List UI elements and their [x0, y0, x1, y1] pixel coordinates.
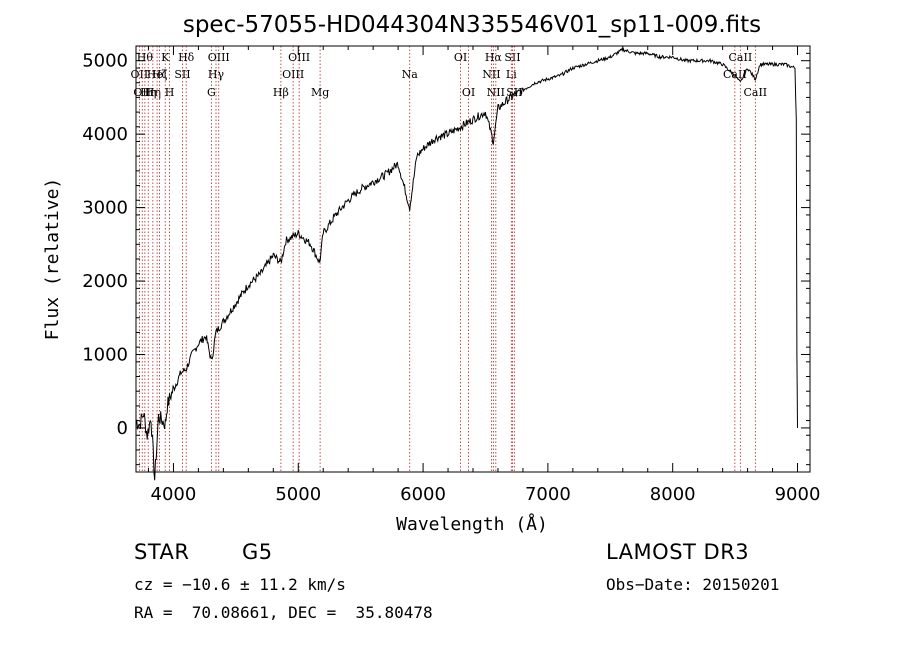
spectral-line-label-29: CaII [743, 86, 767, 99]
spectral-line-label-23: NII [487, 86, 505, 99]
spectral-line-label-12: Hγ [208, 68, 225, 81]
spectral-line-label-25: SII [504, 51, 520, 64]
spectral-line-label-9: SII [174, 68, 190, 81]
spectral-line-label-7: K [161, 51, 170, 64]
spectral-line-label-11: G [207, 86, 216, 99]
spectral-line-label-1: OII [133, 86, 151, 99]
spectral-line-label-0: OII [131, 68, 149, 81]
y-tick-label-3: 3000 [82, 198, 128, 219]
spectral-line-label-5: HeI [147, 68, 167, 81]
y-tick-label-1: 1000 [82, 344, 128, 365]
axis-ticks: 4000 5000 6000 7000 8000 9000 0 1000 2000 3000 400… [82, 46, 820, 505]
spectral-line-label-14: Hβ [273, 86, 289, 99]
spectral-line-label-24: Li [506, 68, 517, 81]
object-class: STAR [134, 540, 190, 564]
x-tick-label-3: 7000 [525, 484, 571, 505]
x-axis-label: Wavelength (Å) [396, 513, 548, 535]
y-tick-label-2: 2000 [82, 271, 128, 292]
spectral-line-label-13: OIII [208, 51, 230, 64]
spectral-line-label-18: Na [402, 68, 419, 81]
y-axis-label: Flux (relative) [42, 178, 63, 341]
x-tick-label-0: 4000 [151, 484, 197, 505]
spectral-subclass: G5 [242, 540, 273, 564]
y-tick-label-5: 5000 [82, 51, 128, 72]
spectral-line-label-28: CaII [729, 51, 753, 64]
y-tick-label-0: 0 [117, 418, 128, 439]
chart-title: spec-57055-HD044304N335546V01_sp11-009.f… [183, 12, 761, 38]
spectral-line-label-16: OIII [288, 51, 310, 64]
x-tick-label-4: 8000 [650, 484, 696, 505]
spectral-line-label-22: Hα [485, 51, 503, 64]
spectral-line-markers: OIIOIIHθHηHηHeIHζKHSIIHδGHγOIIIHβOIIIOII… [131, 46, 767, 472]
survey-name: LAMOST DR3 [606, 540, 750, 564]
spectral-line-label-15: OIII [282, 68, 304, 81]
spectral-line-label-20: OI [462, 86, 475, 99]
spectral-line-label-19: OI [454, 51, 467, 64]
x-tick-label-1: 5000 [275, 484, 321, 505]
spectral-line-label-8: H [165, 86, 175, 99]
spectral-line-label-10: Hδ [178, 51, 195, 64]
spectral-line-label-17: Mg [311, 86, 329, 99]
plot-frame [135, 45, 811, 473]
spectral-line-label-4: Hη [145, 86, 161, 99]
spectral-line-label-6: Hζ [152, 68, 168, 81]
spectrum-chart: spec-57055-HD044304N335546V01_sp11-009.f… [42, 12, 820, 535]
y-tick-label-4: 4000 [82, 124, 128, 145]
spectrum-line [135, 47, 798, 481]
spectrum-series [135, 47, 798, 481]
x-tick-label-2: 6000 [400, 484, 446, 505]
spectral-line-label-3: Hη [140, 86, 156, 99]
redshift-cz: cz = −10.6 ± 11.2 km/s [134, 575, 346, 594]
spectral-line-label-21: NII [482, 68, 500, 81]
x-tick-label-5: 9000 [775, 484, 821, 505]
spectral-line-label-27: CaII [723, 68, 747, 81]
sky-coordinates: RA = 70.08661, DEC = 35.80478 [134, 603, 433, 622]
observation-date: Obs−Date: 20150201 [606, 575, 780, 594]
